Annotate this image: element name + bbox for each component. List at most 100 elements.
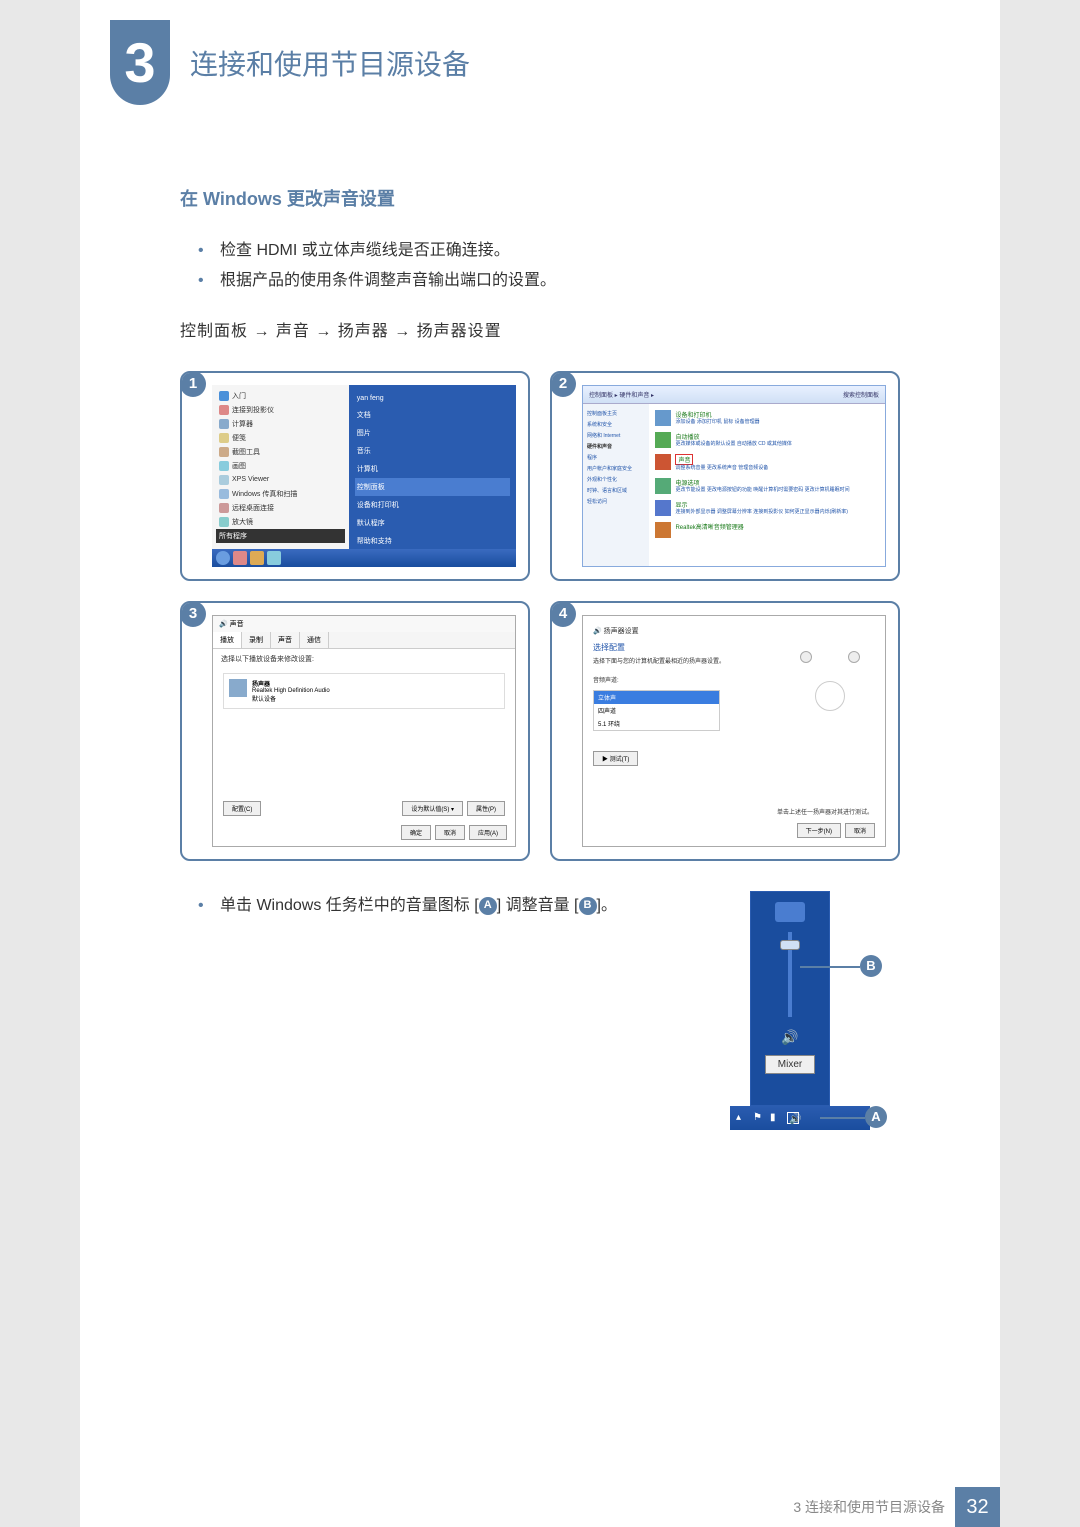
start-item: 入门: [216, 389, 345, 403]
taskbar: [212, 549, 516, 567]
app-icon: [219, 405, 229, 415]
volume-slider-thumb: [780, 940, 800, 950]
cp-group: 显示连接到外部显示器 调整屏幕分辨率 连接到投影仪 如何更正显示器内烁(刷新率): [655, 500, 879, 516]
taskbar-icon: [250, 551, 264, 565]
start-right-item: 计算机: [355, 460, 510, 478]
start-button-icon: [216, 551, 230, 565]
chapter-number-badge: 3: [110, 20, 170, 105]
app-icon: [219, 489, 229, 499]
search-box: 搜索控制面板: [843, 390, 879, 399]
start-menu-left: 入门 连接到投影仪 计算器 便笺 截图工具 画图 XPS Viewer Wind…: [212, 385, 349, 567]
device-item: 扬声器 Realtek High Definition Audio 默认设备: [223, 673, 505, 709]
tab-record: 录制: [242, 632, 271, 648]
cp-group: Realtek高清晰音频管理器: [655, 522, 879, 538]
start-item: 远程桌面连接: [216, 501, 345, 515]
cp-group: 自动播放更改媒体或设备的默认设置 自动播放 CD 或其他媒体: [655, 432, 879, 448]
screenshot-2: 2 控制面板 ▸ 硬件和声音 ▸ 搜索控制面板 控制面板主页 系统和安全 网络和…: [550, 371, 900, 581]
sidebar-item: 外观和个性化: [587, 474, 645, 485]
chapter-header: 3 连接和使用节目源设备: [80, 0, 1000, 105]
page-number: 32: [955, 1487, 1000, 1527]
label-a-inline: A: [479, 897, 497, 915]
volume-instruction: 单击 Windows 任务栏中的音量图标 [A] 调整音量 [B]。: [180, 891, 690, 921]
start-right-item: 设备和打印机: [355, 496, 510, 514]
callout-line-a: [820, 1117, 865, 1119]
cp-group: 设备和打印机添加设备 添加打印机 鼠标 设备管理器: [655, 410, 879, 426]
screenshot-1: 1 入门 连接到投影仪 计算器 便笺 截图工具 画图 XPS Viewer Wi…: [180, 371, 530, 581]
cancel-button: 取消: [435, 825, 465, 840]
tab-playback: 播放: [213, 632, 242, 648]
channel-option: 四声道: [594, 704, 719, 717]
start-right-item: 音乐: [355, 442, 510, 460]
cancel-button: 取消: [845, 823, 875, 838]
power-icon: [655, 478, 671, 494]
bullet-list: 检查 HDMI 或立体声缆线是否正确连接。 根据产品的使用条件调整声音输出端口的…: [180, 236, 900, 297]
dialog-instruction: 选择以下播放设备来修改设置:: [213, 649, 515, 669]
sidebar-item: 轻松访问: [587, 496, 645, 507]
control-panel-window: 控制面板 ▸ 硬件和声音 ▸ 搜索控制面板 控制面板主页 系统和安全 网络和 I…: [582, 385, 886, 567]
properties-button: 属性(P): [467, 801, 505, 816]
sidebar-item: 时钟、语言和区域: [587, 485, 645, 496]
cp-group: 电源选项更改节能设置 更改电源按钮的功能 唤醒计算机时需要密码 更改计算机睡眠时…: [655, 478, 879, 494]
channel-option: 5.1 环绕: [594, 717, 719, 730]
step-badge-1: 1: [180, 371, 206, 397]
app-icon: [219, 517, 229, 527]
sound-dialog: 🔊 声音 播放 录制 声音 通信 选择以下播放设备来修改设置: 扬声器 Real…: [212, 615, 516, 847]
start-right-item: 图片: [355, 424, 510, 442]
window-header: 控制面板 ▸ 硬件和声音 ▸ 搜索控制面板: [583, 386, 885, 404]
all-programs: 所有程序: [216, 529, 345, 543]
listener-icon: [815, 681, 845, 711]
page: 3 连接和使用节目源设备 在 Windows 更改声音设置 检查 HDMI 或立…: [80, 0, 1000, 1527]
autoplay-icon: [655, 432, 671, 448]
wizard-step: 🔊 扬声器设置: [593, 626, 875, 636]
start-right-item: yan feng: [355, 391, 510, 406]
volume-popup: 🔊 Mixer: [750, 891, 830, 1106]
app-icon: [219, 475, 229, 485]
screenshot-grid: 1 入门 连接到投影仪 计算器 便笺 截图工具 画图 XPS Viewer Wi…: [180, 371, 900, 861]
app-icon: [219, 391, 229, 401]
breadcrumb: 控制面板 ▸ 硬件和声音 ▸: [589, 390, 654, 399]
config-button: 配置(C): [223, 801, 261, 816]
navigation-path: 控制面板 → 声音 → 扬声器 → 扬声器设置: [180, 317, 900, 341]
sidebar-item: 程序: [587, 452, 645, 463]
step-badge-4: 4: [550, 601, 576, 627]
start-item: 连接到投影仪: [216, 403, 345, 417]
page-footer: 3 连接和使用节目源设备 32: [793, 1487, 1000, 1527]
bullet-item: 根据产品的使用条件调整声音输出端口的设置。: [180, 266, 900, 296]
taskbar-icon: [233, 551, 247, 565]
callout-line-b: [800, 966, 860, 968]
channel-option-selected: 立体声: [594, 691, 719, 704]
start-menu: 入门 连接到投影仪 计算器 便笺 截图工具 画图 XPS Viewer Wind…: [212, 385, 516, 567]
test-note: 单击上述任一扬声器对其进行测试。: [777, 807, 873, 816]
network-icon: ▮: [770, 1112, 782, 1124]
start-item: 画图: [216, 459, 345, 473]
start-item: 截图工具: [216, 445, 345, 459]
test-button: ▶ 测试(T): [593, 751, 638, 766]
sound-highlight: 声音: [675, 454, 693, 465]
mixer-button: Mixer: [765, 1055, 815, 1074]
speaker-fl-icon: [800, 651, 812, 663]
tab-sounds: 声音: [271, 632, 300, 648]
default-dropdown: 设为默认值(S) ▾: [402, 801, 463, 816]
flag-icon: ⚑: [753, 1112, 765, 1124]
section-title: 在 Windows 更改声音设置: [180, 185, 900, 211]
dialog-buttons: 确定 取消 应用(A): [401, 825, 507, 840]
callout-a: A: [865, 1106, 887, 1128]
start-item: Windows 传真和扫描: [216, 487, 345, 501]
label-b-inline: B: [579, 897, 597, 915]
volume-widget: 🔊 Mixer ▴ ⚑ ▮ 🔊 B A: [730, 891, 900, 1130]
app-icon: [219, 503, 229, 513]
sidebar-item: 用户帐户和家庭安全: [587, 463, 645, 474]
sidebar-item: 网络和 Internet: [587, 430, 645, 441]
device-thumbnail: [775, 902, 805, 922]
channel-list: 立体声 四声道 5.1 环绕: [593, 690, 720, 731]
control-panel-sidebar: 控制面板主页 系统和安全 网络和 Internet 硬件和声音 程序 用户帐户和…: [583, 404, 649, 566]
sidebar-item: 系统和安全: [587, 419, 645, 430]
chapter-title: 连接和使用节目源设备: [190, 43, 470, 83]
wizard-buttons: 下一步(N) 取消: [797, 823, 875, 838]
speaker-mute-icon: 🔊: [780, 1029, 800, 1045]
display-icon: [655, 500, 671, 516]
sidebar-item: 控制面板主页: [587, 408, 645, 419]
start-menu-right: yan feng 文档 图片 音乐 计算机 控制面板 设备和打印机 默认程序 帮…: [349, 385, 516, 567]
dialog-title: 🔊 声音: [213, 616, 515, 632]
start-right-item: 帮助和支持: [355, 532, 510, 550]
